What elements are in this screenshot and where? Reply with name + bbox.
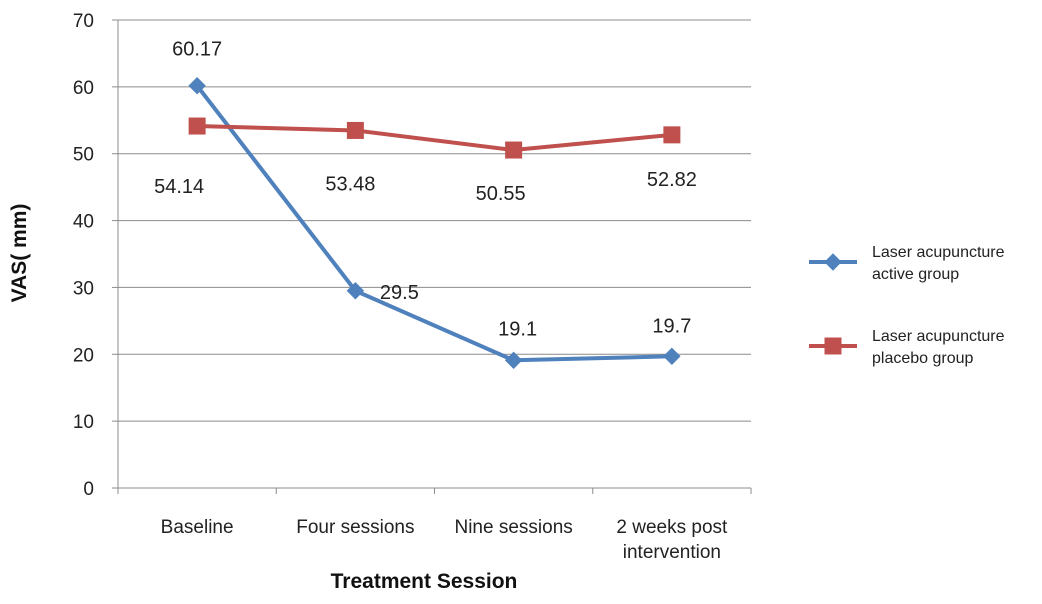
series <box>188 77 681 370</box>
data-label: 54.14 <box>154 176 204 198</box>
data-label: 60.17 <box>172 39 222 61</box>
data-label: 52.82 <box>647 169 697 191</box>
square-marker <box>505 141 523 159</box>
y-tick-label: 60 <box>73 78 94 99</box>
gridlines <box>118 19 751 422</box>
square-marker <box>663 126 681 144</box>
diamond-marker <box>663 347 681 365</box>
series-line <box>195 84 672 363</box>
data-label: 29.5 <box>380 282 419 304</box>
x-tick-label-line: intervention <box>623 542 721 563</box>
legend-label-line: active group <box>872 266 959 283</box>
axes: 0 10 20 30 40 50 60 70 Baseline Four sessions Nine… <box>73 11 752 563</box>
x-tick-label-line: Baseline <box>161 517 234 538</box>
x-tick-label: Baseline <box>161 517 234 538</box>
data-label: 19.1 <box>498 318 537 340</box>
y-tick-label: 30 <box>73 278 94 299</box>
legend-label: Laser acupuncture active group <box>872 244 1005 283</box>
diamond-marker <box>188 77 206 95</box>
x-tick-label-line: Nine sessions <box>454 517 572 538</box>
legend-marker <box>824 253 842 271</box>
data-label: 53.48 <box>325 173 375 195</box>
y-tick-label: 10 <box>73 412 94 433</box>
x-tick-label: Nine sessions <box>454 517 572 538</box>
legend-label-line: Laser acupuncture <box>872 328 1005 345</box>
legend-marker <box>824 337 842 355</box>
data-label: 19.7 <box>652 315 691 337</box>
x-tick-label-line: 2 weeks post <box>616 517 728 538</box>
legend-label-line: Laser acupuncture <box>872 244 1005 261</box>
y-tick-label: 20 <box>73 345 94 366</box>
y-tick-label: 70 <box>73 11 94 32</box>
y-tick-label: 0 <box>83 479 94 500</box>
series-line <box>197 124 673 153</box>
y-tick-label: 40 <box>73 212 94 233</box>
square-marker <box>346 121 364 139</box>
legend-label: Laser acupuncture placebo group <box>872 328 1005 367</box>
square-marker <box>188 117 206 135</box>
x-tick-label-line: Four sessions <box>296 517 414 538</box>
diamond-marker <box>504 351 523 370</box>
diamond-marker <box>346 282 365 300</box>
y-axis-title: VAS( mm) <box>8 204 31 303</box>
x-axis-title: Treatment Session <box>331 570 518 593</box>
legend-label-line: placebo group <box>872 350 974 367</box>
x-tick-label: 2 weeks post intervention <box>616 517 728 563</box>
data-labels: 60.17 29.5 19.1 19.7 54.14 53.48 50.55 52.82 <box>154 39 697 341</box>
data-label: 50.55 <box>476 183 526 205</box>
x-tick-label: Four sessions <box>296 517 414 538</box>
y-tick-label: 50 <box>73 145 94 166</box>
